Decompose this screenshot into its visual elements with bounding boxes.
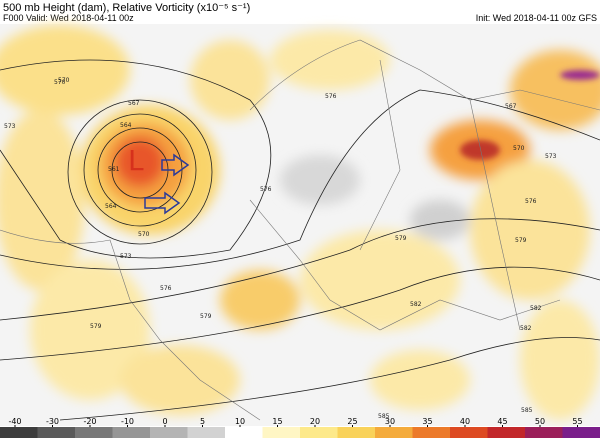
contour-label: 573 (120, 253, 132, 260)
colorbar-tick-label: 40 (460, 417, 470, 426)
colorbar-swatch (225, 427, 263, 438)
colorbar-tick-label: 25 (347, 417, 357, 426)
map-title: 500 mb Height (dam), Relative Vorticity … (3, 2, 251, 14)
contour-label: 567 (505, 103, 517, 110)
colorbar-tick-label: 35 (422, 417, 432, 426)
contour-label: 582 (520, 325, 532, 332)
contour-label: 567 (128, 100, 140, 107)
borders (0, 39, 600, 421)
contour-label: 582 (530, 305, 542, 312)
colorbar-tick-label: 5 (200, 417, 205, 426)
colorbar-tick-label: -40 (8, 417, 21, 426)
colorbar-swatch (37, 427, 75, 438)
contour-label: 579 (395, 235, 407, 242)
colorbar-tick-label: 0 (162, 417, 167, 426)
contour-label: 576 (525, 198, 537, 205)
contour-label: 561 (108, 166, 120, 173)
colorbar-tick-label: -20 (83, 417, 96, 426)
init-time: Init: Wed 2018-04-11 00z GFS (475, 13, 597, 23)
colorbar-tick-label: 15 (272, 417, 282, 426)
colorbar-swatch (300, 427, 338, 438)
colorbar-swatch (412, 427, 450, 438)
contour-label: 585 (378, 413, 390, 420)
contour-label: 585 (521, 407, 533, 414)
colorbar-tick-label: 45 (497, 417, 507, 426)
colorbar-tick-label: 50 (535, 417, 545, 426)
colorbar-swatch (562, 427, 600, 438)
colorbar-swatch (525, 427, 563, 438)
contour-label: 576 (260, 186, 272, 193)
colorbar-swatch (487, 427, 525, 438)
contour-label: 576 (160, 285, 172, 292)
colorbar-swatch (75, 427, 113, 438)
contour-label: 570 (138, 231, 150, 238)
contour-label: 573 (4, 123, 16, 130)
contour-label: 579 (200, 313, 212, 320)
colorbar-tick-label: 10 (235, 417, 245, 426)
colorbar-tick-label: 55 (572, 417, 582, 426)
contour-label: 570 (58, 77, 70, 84)
contour-label: 579 (90, 323, 102, 330)
contour-label: 564 (120, 122, 132, 129)
vorticity-field (0, 25, 600, 420)
colorbar-tick-label: 20 (310, 417, 320, 426)
height-contours (0, 59, 600, 421)
colorbar-swatch (0, 427, 38, 438)
contour-label: 570 (54, 79, 66, 86)
low-label: L (128, 144, 144, 177)
contour-label: 579 (515, 237, 527, 244)
contour-label: 576 (325, 93, 337, 100)
colorbar-swatch (262, 427, 300, 438)
colorbar-swatch (112, 427, 150, 438)
contour-label: 573 (545, 153, 557, 160)
contour-label: 570 (513, 145, 525, 152)
colorbar-swatch (187, 427, 225, 438)
colorbar-swatch (450, 427, 488, 438)
colorbar-swatch (337, 427, 375, 438)
contour-label: 582 (410, 301, 422, 308)
colorbar-swatch (375, 427, 413, 438)
arrows (144, 153, 190, 215)
colorbar-tick-label: -10 (121, 417, 134, 426)
contour-label: 564 (105, 203, 117, 210)
colorbar-tick-label: 30 (385, 417, 395, 426)
colorbar-tick-label: -30 (46, 417, 59, 426)
colorbar-swatch (150, 427, 188, 438)
valid-time: F000 Valid: Wed 2018-04-11 00z (3, 13, 134, 23)
